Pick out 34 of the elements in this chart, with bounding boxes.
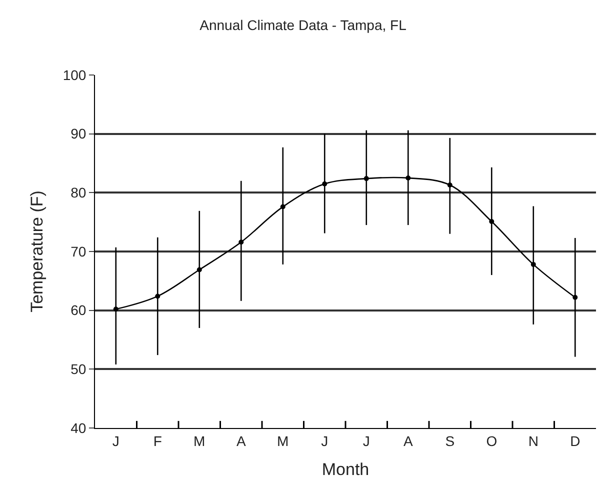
y-tick-label: 60 (70, 302, 86, 318)
x-tick-label: O (486, 432, 498, 449)
x-tick-label: J (112, 432, 120, 449)
point (572, 294, 578, 300)
point (196, 267, 202, 272)
x-tick-label: S (445, 432, 455, 449)
point (155, 294, 160, 299)
chart-title: Annual Climate Data - Tampa, FL (200, 16, 407, 33)
x-axis-title: Month (322, 460, 370, 480)
x-tick-label: N (528, 432, 538, 449)
y-tick-label: 40 (70, 420, 86, 436)
point (113, 306, 118, 312)
y-tick-label: 80 (70, 184, 86, 201)
x-tick-label: J (321, 432, 328, 449)
y-tick-label: 90 (70, 126, 86, 142)
x-tick-label: F (153, 432, 162, 449)
x-tick-label: D (570, 432, 580, 449)
point (238, 240, 244, 245)
point (530, 262, 536, 267)
x-tick-label: M (194, 432, 206, 449)
y-tick-label: 50 (70, 361, 86, 378)
y-axis-title: Temperature (F) (27, 190, 46, 312)
point (406, 175, 411, 180)
point (364, 176, 369, 182)
point (489, 219, 494, 224)
point (280, 204, 286, 210)
point (447, 182, 452, 188)
point (322, 181, 328, 186)
x-tick-label: J (362, 432, 370, 449)
x-tick-label: M (277, 432, 289, 449)
x-tick-label: A (403, 432, 414, 449)
y-tick-label: 70 (70, 243, 86, 260)
y-tick-label: 100 (62, 66, 86, 83)
x-tick-label: A (236, 432, 246, 449)
